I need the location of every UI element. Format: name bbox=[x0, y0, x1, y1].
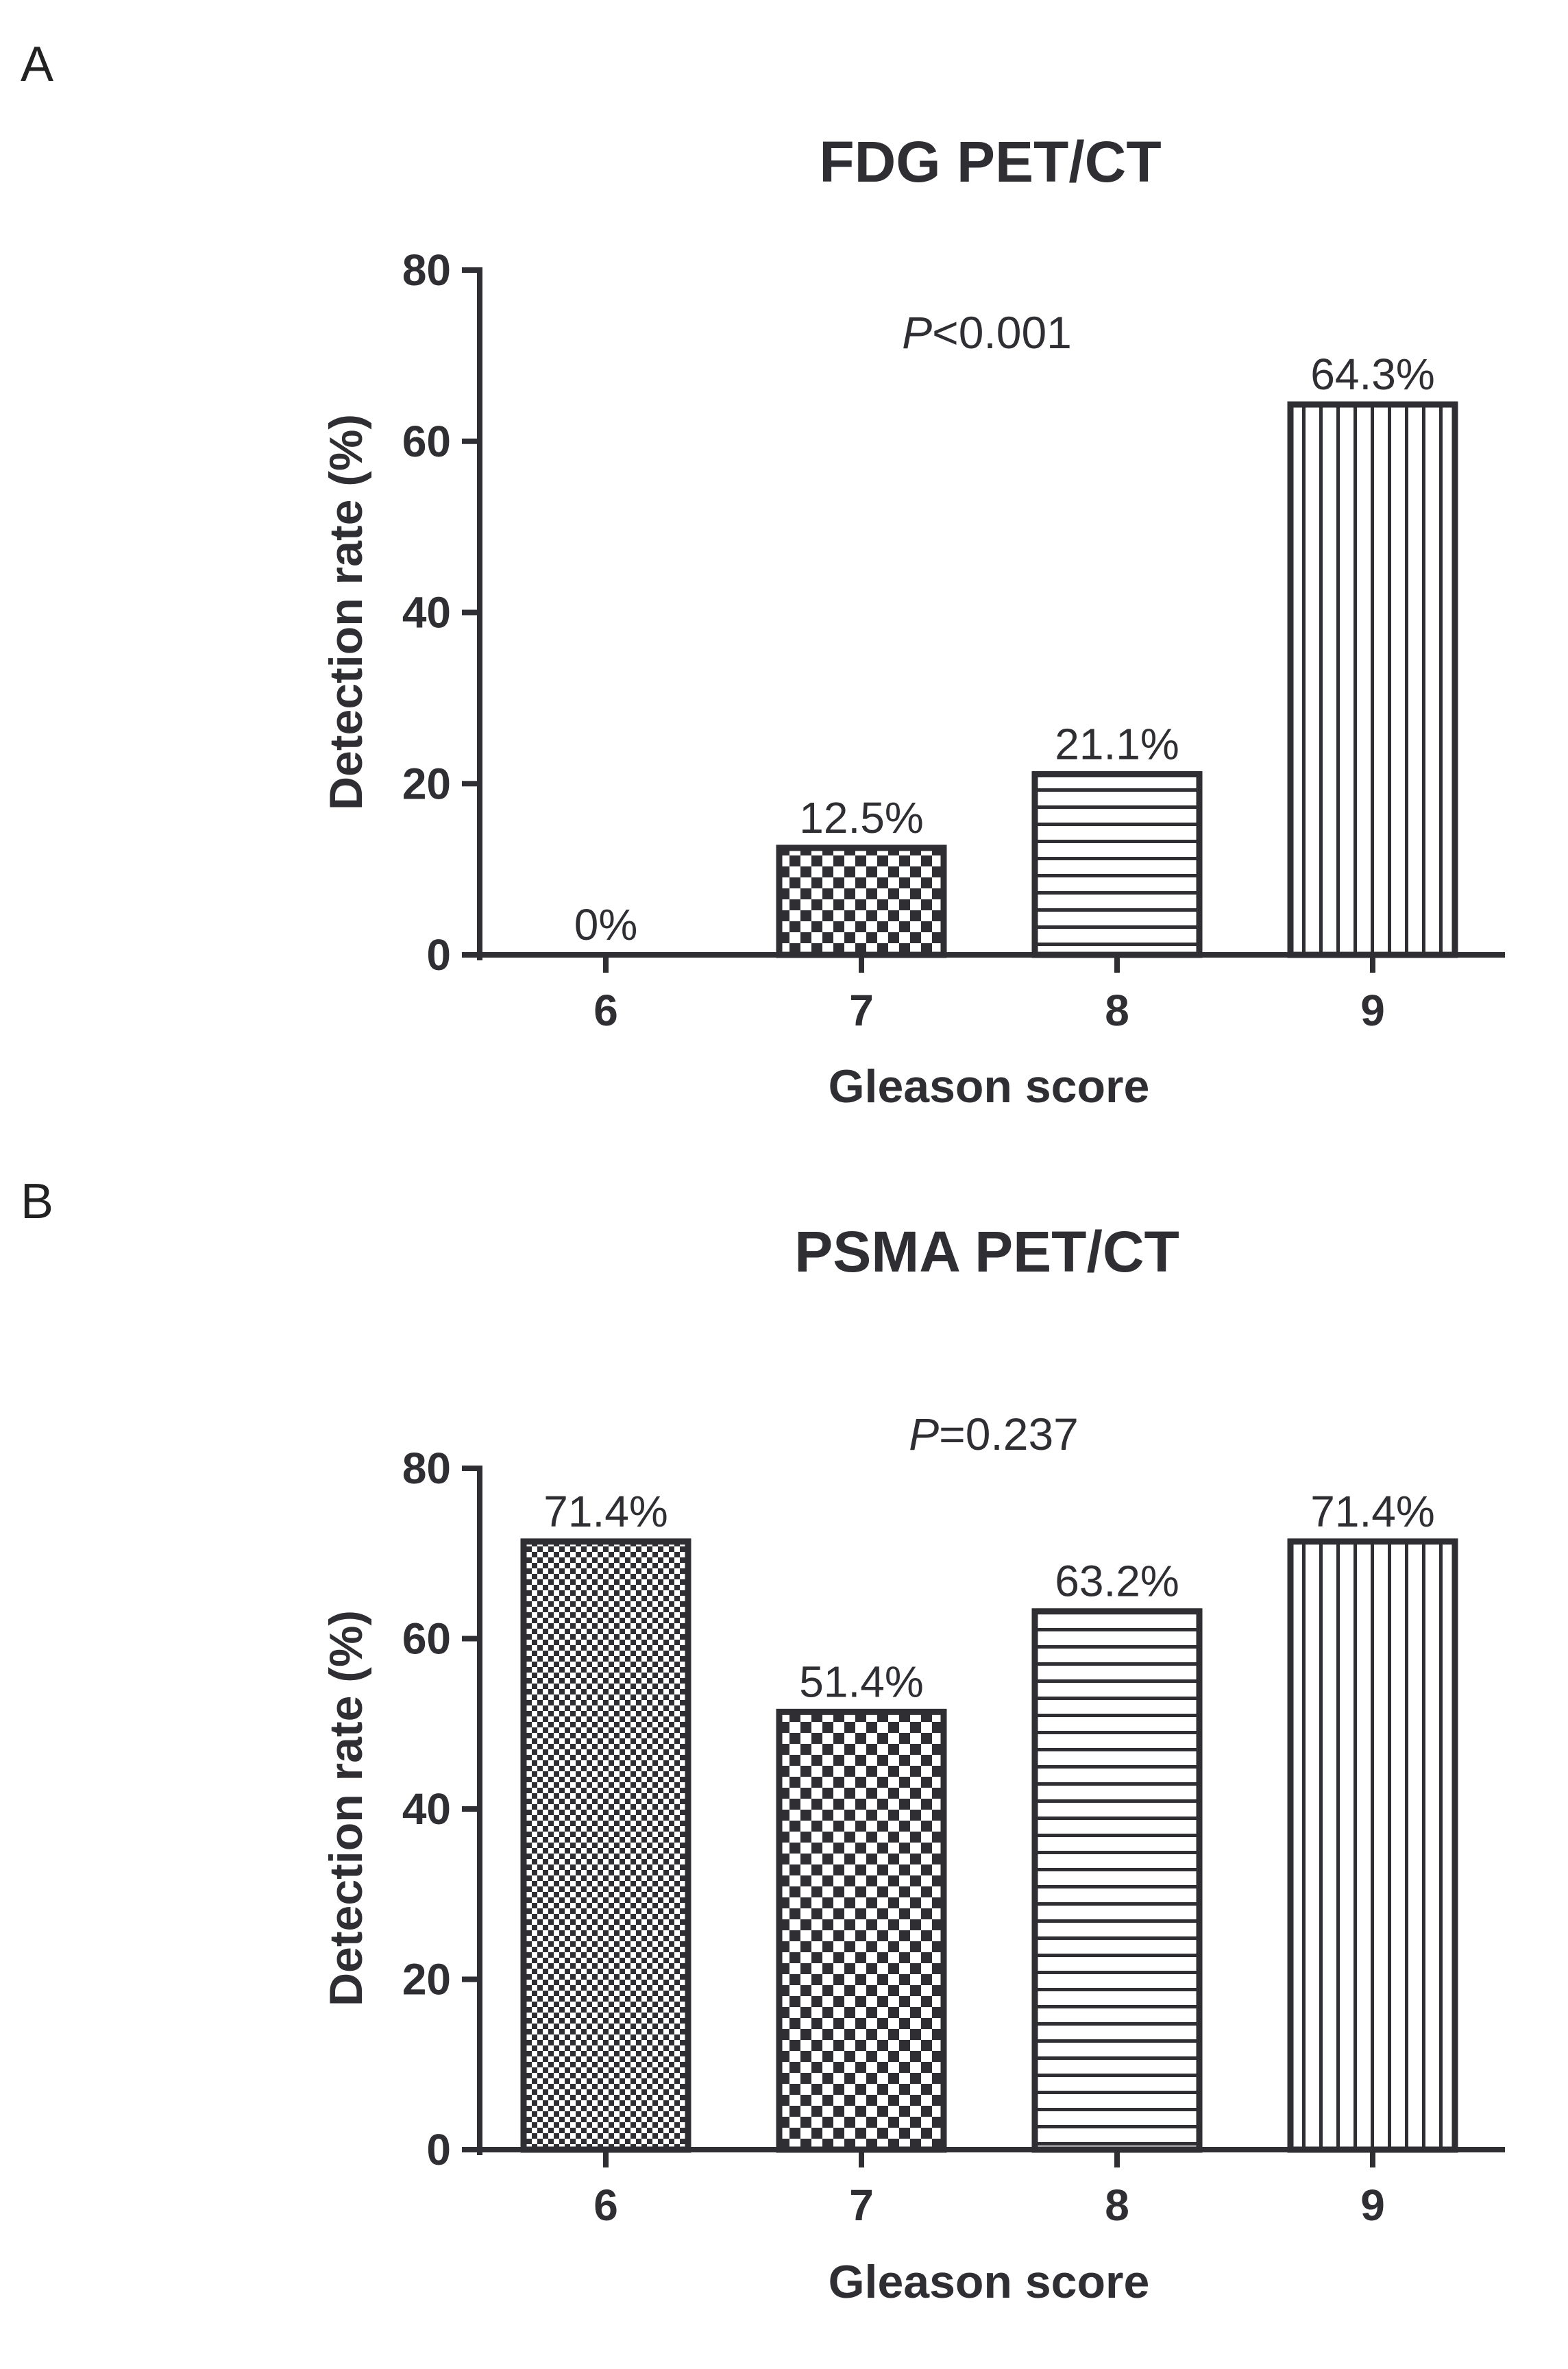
x-tick-label: 7 bbox=[849, 986, 874, 1035]
x-tick-label: 9 bbox=[1360, 2180, 1385, 2230]
panel-letter: B bbox=[21, 1174, 53, 1229]
data-label: 63.2% bbox=[1055, 1557, 1179, 1606]
x-tick-label: 6 bbox=[593, 986, 618, 1035]
y-tick-label: 60 bbox=[402, 1614, 451, 1664]
p-text: =0.237 bbox=[939, 1409, 1079, 1459]
bar-gleason-7 bbox=[776, 1708, 947, 2153]
p-symbol: P bbox=[902, 307, 932, 358]
x-axis-label: Gleason score bbox=[829, 2256, 1150, 2308]
bar-gleason-8 bbox=[1031, 1608, 1203, 2153]
chart-title: PSMA PET/CT bbox=[794, 1219, 1179, 1284]
panel-b: B PSMA PET/CT P=0.237 71.4%51.4%63.2%71.… bbox=[21, 1174, 1505, 2308]
y-axis-label: Detection rate (%) bbox=[320, 414, 372, 810]
chart-title: FDG PET/CT bbox=[819, 130, 1161, 194]
y-tick-label: 40 bbox=[402, 1784, 451, 1834]
bar-gleason-9 bbox=[1287, 1538, 1458, 2153]
bar-gleason-9 bbox=[1287, 401, 1458, 958]
y-tick-label: 80 bbox=[402, 1444, 451, 1493]
data-label: 12.5% bbox=[799, 793, 923, 842]
y-tick-label: 20 bbox=[402, 1955, 451, 2004]
bar-gleason-7 bbox=[776, 845, 947, 958]
data-label-group: 71.4% 51.4% 63.2% 71.4% bbox=[543, 1487, 1434, 1707]
panel-a: A FDG PET/CT P<0.001 0% 12.5% 21.1% 64.3% 0… bbox=[21, 37, 1505, 1113]
data-label: 0% bbox=[574, 900, 638, 949]
y-tick-label: 80 bbox=[402, 245, 451, 295]
y-tick-label: 20 bbox=[402, 759, 451, 808]
x-tick-label: 8 bbox=[1105, 2180, 1129, 2230]
x-tick-group: 6 7 8 9 bbox=[593, 955, 1385, 1035]
p-value-annotation: P=0.237 bbox=[909, 1409, 1079, 1459]
p-symbol: P bbox=[909, 1409, 939, 1459]
x-tick-label: 6 bbox=[593, 2180, 618, 2230]
bar-series bbox=[776, 401, 1458, 958]
data-label: 51.4% bbox=[799, 1657, 923, 1706]
p-value-annotation: P<0.001 bbox=[902, 307, 1072, 358]
x-tick-label: 7 bbox=[849, 2180, 874, 2230]
data-label: 64.3% bbox=[1310, 350, 1434, 399]
data-label: 71.4% bbox=[1310, 1487, 1434, 1536]
x-tick-label: 8 bbox=[1105, 986, 1129, 1035]
y-tick-label: 0 bbox=[426, 2125, 451, 2174]
y-tick-label: 60 bbox=[402, 417, 451, 466]
data-label: 21.1% bbox=[1055, 720, 1179, 769]
x-tick-group: 6 7 8 9 bbox=[593, 2150, 1385, 2230]
x-tick-label: 9 bbox=[1360, 986, 1385, 1035]
bar-gleason-8 bbox=[1031, 771, 1203, 958]
data-label: 71.4% bbox=[543, 1487, 667, 1536]
y-axis-label: Detection rate (%) bbox=[320, 1610, 372, 2006]
y-tick-label: 40 bbox=[402, 588, 451, 637]
data-label-group: 0% 12.5% 21.1% 64.3% bbox=[574, 350, 1435, 949]
x-axis-label: Gleason score bbox=[829, 1060, 1150, 1113]
y-tick-label: 0 bbox=[426, 930, 451, 980]
bar-gleason-6 bbox=[520, 1538, 691, 2153]
bar-series bbox=[520, 1538, 1458, 2153]
p-text: <0.001 bbox=[932, 307, 1072, 358]
y-tick-group: 0 20 40 60 80 bbox=[402, 1444, 480, 2174]
panel-letter: A bbox=[21, 37, 53, 92]
y-tick-group: 0 20 40 60 80 bbox=[402, 245, 480, 980]
